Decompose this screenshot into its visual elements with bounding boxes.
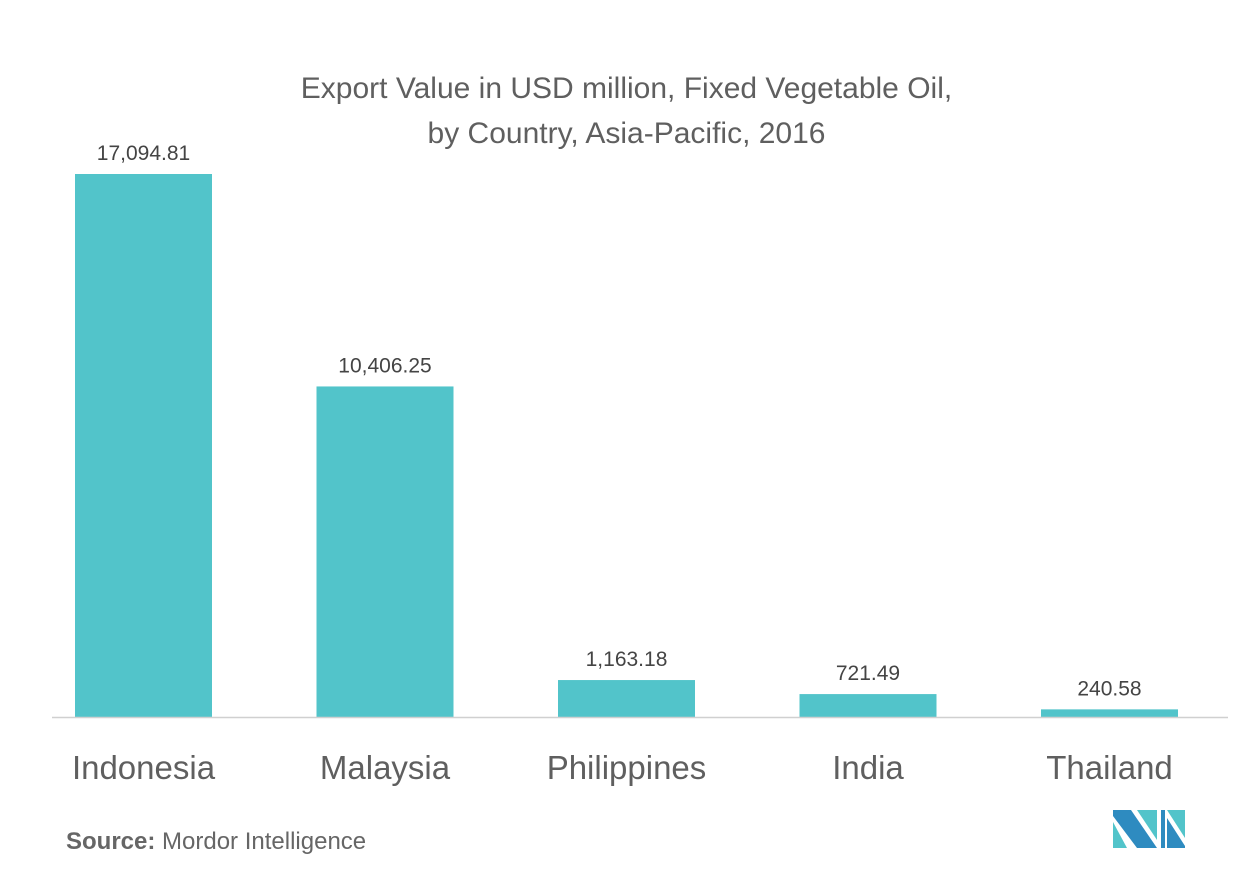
data-label: 1,163.18 — [586, 648, 668, 671]
data-label: 17,094.81 — [97, 142, 190, 165]
mordor-logo-icon — [1113, 810, 1185, 848]
source-text: Mordor Intelligence — [162, 828, 367, 855]
bar-malaysia — [316, 386, 454, 717]
source-note: Source: Mordor Intelligence — [66, 828, 366, 856]
bar-thailand — [1041, 709, 1178, 717]
data-label: 10,406.25 — [338, 354, 431, 377]
x-tick-label: Indonesia — [72, 749, 216, 786]
bar-india — [799, 694, 937, 717]
data-label: 240.58 — [1077, 677, 1141, 700]
x-tick-label: India — [832, 749, 904, 786]
x-tick-label: Philippines — [547, 749, 707, 786]
bar-philippines — [558, 680, 695, 717]
source-label: Source: — [66, 828, 156, 855]
chart-title-line-2: by Country, Asia-Pacific, 2016 — [427, 117, 826, 150]
bar-indonesia — [75, 174, 212, 717]
chart-title: Export Value in USD million, Fixed Veget… — [0, 66, 1253, 156]
x-tick-label: Malaysia — [320, 749, 451, 786]
x-tick-label: Thailand — [1046, 749, 1173, 786]
chart-title-line-1: Export Value in USD million, Fixed Veget… — [300, 72, 953, 105]
data-label: 721.49 — [836, 662, 900, 685]
